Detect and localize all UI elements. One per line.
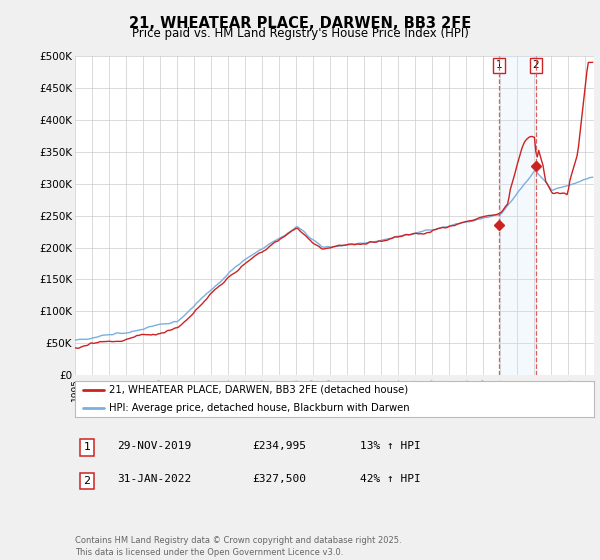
Text: HPI: Average price, detached house, Blackburn with Darwen: HPI: Average price, detached house, Blac… xyxy=(109,403,409,413)
Bar xyxy=(499,56,536,375)
Text: 42% ↑ HPI: 42% ↑ HPI xyxy=(360,474,421,484)
Text: 21, WHEATEAR PLACE, DARWEN, BB3 2FE: 21, WHEATEAR PLACE, DARWEN, BB3 2FE xyxy=(129,16,471,31)
Text: Contains HM Land Registry data © Crown copyright and database right 2025.
This d: Contains HM Land Registry data © Crown c… xyxy=(75,536,401,557)
Text: 13% ↑ HPI: 13% ↑ HPI xyxy=(360,441,421,451)
Text: £327,500: £327,500 xyxy=(252,474,306,484)
Text: 31-JAN-2022: 31-JAN-2022 xyxy=(117,474,191,484)
Text: Price paid vs. HM Land Registry's House Price Index (HPI): Price paid vs. HM Land Registry's House … xyxy=(131,27,469,40)
Text: 1: 1 xyxy=(496,60,502,71)
Text: 29-NOV-2019: 29-NOV-2019 xyxy=(117,441,191,451)
Text: 1: 1 xyxy=(83,442,91,452)
Text: 21, WHEATEAR PLACE, DARWEN, BB3 2FE (detached house): 21, WHEATEAR PLACE, DARWEN, BB3 2FE (det… xyxy=(109,385,408,395)
Text: £234,995: £234,995 xyxy=(252,441,306,451)
Text: 2: 2 xyxy=(83,476,91,486)
Text: 2: 2 xyxy=(532,60,539,71)
